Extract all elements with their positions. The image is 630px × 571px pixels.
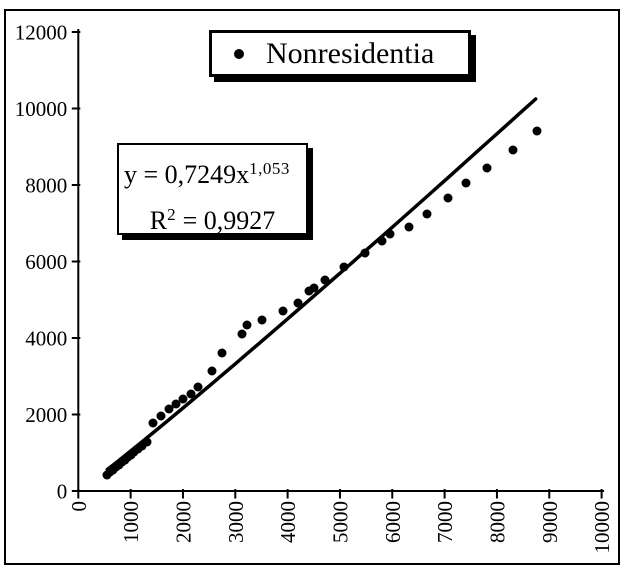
data-point — [309, 283, 319, 293]
data-point — [207, 366, 217, 376]
equation-exponent: 1,053 — [249, 159, 290, 178]
data-point — [193, 382, 203, 392]
y-tick-label: 6000 — [25, 250, 67, 274]
data-point — [404, 222, 414, 232]
x-tick-label: 10000 — [590, 501, 614, 554]
x-tick-label: 6000 — [381, 501, 405, 543]
x-tick-label: 8000 — [485, 501, 509, 543]
y-tick-label: 2000 — [25, 403, 67, 427]
data-point — [443, 193, 453, 203]
r-squared-line: R2 = 0,9927 — [121, 195, 304, 241]
legend[interactable]: Nonresidentia — [209, 30, 471, 77]
r-squared-base: R — [149, 206, 168, 235]
data-point — [217, 348, 227, 358]
data-point — [377, 236, 387, 246]
y-tick-label: 4000 — [25, 327, 67, 351]
data-point — [142, 437, 152, 447]
y-tick-label: 8000 — [25, 174, 67, 198]
r-squared-sup: 2 — [167, 205, 177, 224]
x-tick-label: 9000 — [538, 501, 562, 543]
x-tick-label: 0 — [67, 501, 91, 512]
data-point — [508, 145, 518, 155]
data-point — [148, 418, 158, 428]
data-point — [171, 399, 181, 409]
data-point — [178, 394, 188, 404]
series-marker-icon — [234, 48, 244, 59]
data-point — [339, 262, 349, 272]
x-tick-label: 7000 — [433, 501, 457, 543]
x-tick-label: 5000 — [328, 501, 352, 543]
x-tick-label: 2000 — [171, 501, 195, 543]
data-point — [482, 163, 492, 173]
equation-base: y = 0,7249x — [124, 160, 250, 189]
data-point — [278, 306, 288, 316]
data-point — [242, 320, 252, 330]
data-point — [461, 178, 471, 188]
equation-line: y = 0,7249x1,053 — [121, 149, 304, 195]
r-squared-value: = 0,9927 — [176, 206, 276, 235]
legend-series-label: Nonresidentia — [266, 36, 435, 70]
trendline — [105, 97, 538, 472]
trendline-equation-box[interactable]: y = 0,7249x1,053 R2 = 0,9927 — [117, 143, 308, 235]
data-point — [320, 275, 330, 285]
y-tick-label: 12000 — [15, 21, 68, 45]
data-point — [532, 126, 542, 136]
data-point — [186, 389, 196, 399]
data-point — [293, 298, 303, 308]
data-point — [237, 329, 247, 339]
y-tick-label: 0 — [57, 480, 68, 504]
data-point — [156, 411, 166, 421]
data-point — [360, 248, 370, 258]
data-point — [257, 315, 267, 325]
x-tick-label: 1000 — [119, 501, 143, 543]
x-tick-label: 4000 — [276, 501, 300, 543]
data-point — [422, 209, 432, 219]
data-point — [164, 404, 174, 414]
x-tick-label: 3000 — [224, 501, 248, 543]
data-point — [385, 229, 395, 239]
y-tick-label: 10000 — [15, 97, 68, 121]
